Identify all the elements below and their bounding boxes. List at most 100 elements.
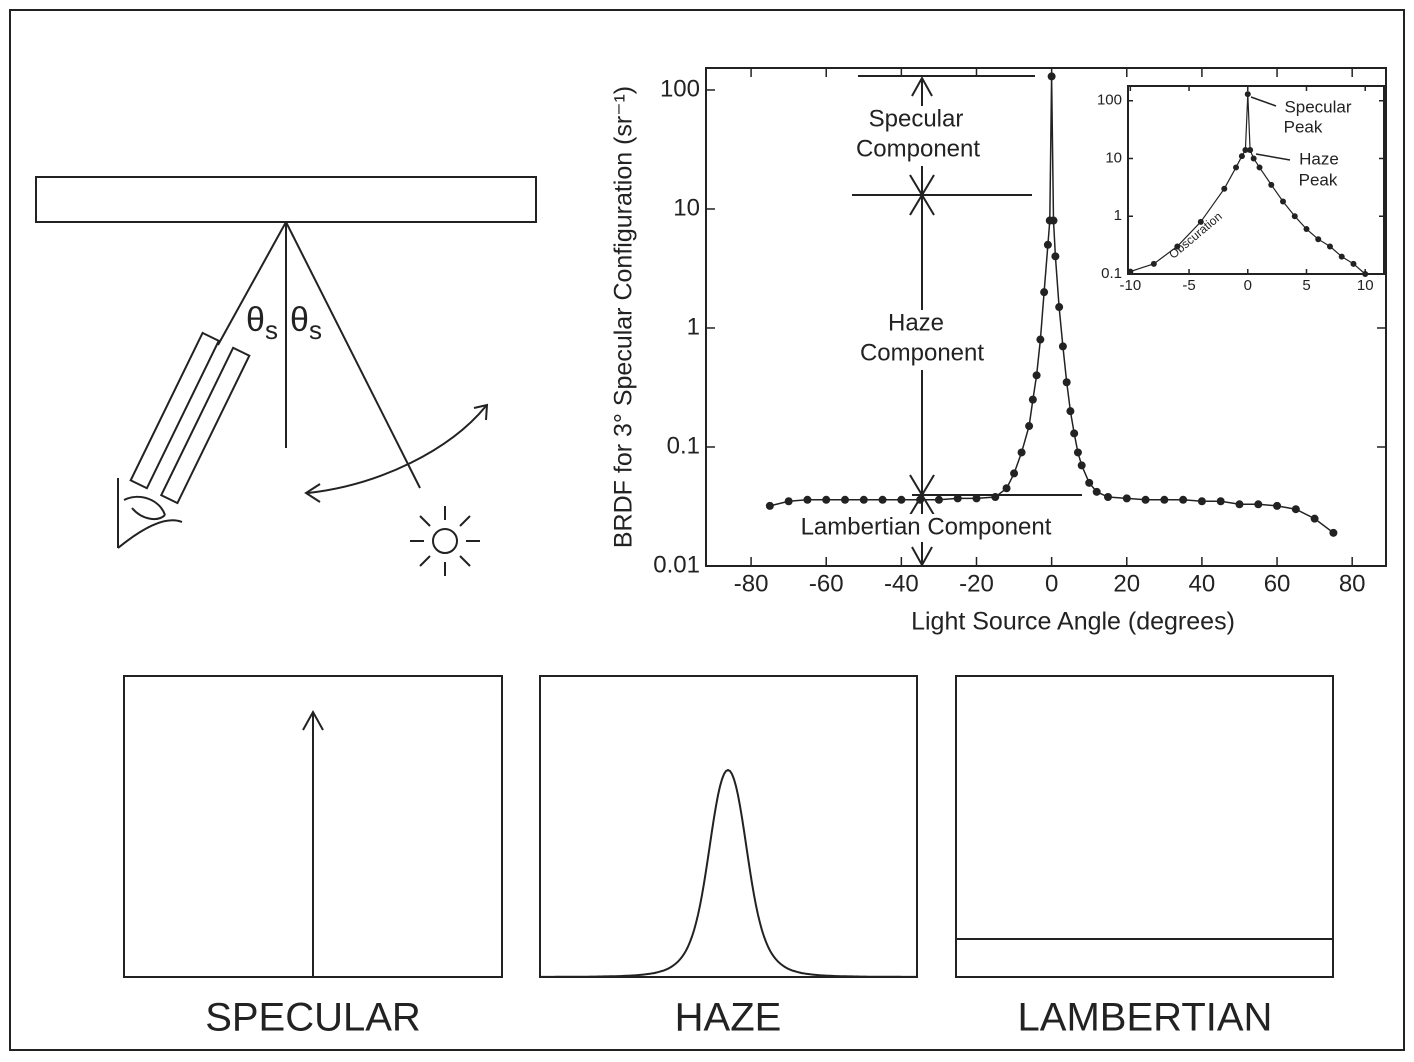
data-point: [784, 497, 793, 506]
data-point: [1160, 495, 1169, 504]
data-point: [1273, 501, 1282, 510]
x-tick-label: 5: [1302, 277, 1310, 294]
data-point: [1174, 243, 1181, 250]
angle-label: θs: [290, 301, 322, 345]
arrow-heads: [304, 403, 489, 503]
x-tick-label: -10: [1120, 277, 1142, 294]
data-point: [1250, 155, 1257, 162]
annotation: Lambertian Component: [801, 513, 1052, 540]
panel-label: HAZE: [675, 996, 782, 1040]
data-point: [1010, 469, 1019, 478]
data-point: [1244, 91, 1251, 98]
data-point: [953, 494, 962, 503]
data-point: [822, 495, 831, 504]
y-tick-label: 10: [673, 194, 700, 221]
data-point: [1238, 153, 1245, 160]
y-tick-label: 0.1: [1101, 265, 1122, 282]
data-point: [1127, 268, 1134, 275]
data-point: [1122, 494, 1131, 503]
data-point: [1017, 448, 1026, 457]
data-point: [1216, 497, 1225, 506]
arrow-heads: [909, 75, 935, 568]
panel: [955, 675, 1334, 978]
x-tick-label: 10: [1357, 277, 1374, 294]
data-point: [1310, 514, 1319, 523]
data-point: [1326, 243, 1333, 250]
y-tick-label: 1: [687, 313, 700, 340]
data-point: [1362, 271, 1369, 277]
light-source: [432, 528, 458, 554]
data-point: [934, 495, 943, 504]
data-point: [1103, 493, 1112, 502]
data-point: [1085, 478, 1094, 487]
data-point: [1338, 253, 1345, 260]
data-point: [1055, 303, 1064, 312]
sample: [35, 176, 537, 223]
data-point: [1077, 461, 1086, 470]
y-tick-label: 10: [1105, 149, 1122, 166]
panel-label: LAMBERTIAN: [1018, 996, 1273, 1040]
y-tick-label: 1: [1114, 207, 1122, 224]
y-tick-label: 0.01: [653, 551, 700, 578]
x-tick-label: -80: [734, 571, 769, 598]
data-point: [1032, 371, 1041, 380]
x-tick-label: 0: [1045, 571, 1058, 598]
data-point: [1150, 260, 1157, 267]
data-point: [1235, 500, 1244, 509]
data-point: [1051, 252, 1060, 261]
annotation: Component: [856, 135, 980, 162]
data-point: [803, 495, 812, 504]
incident-ray: [285, 221, 421, 489]
annotation: Component: [860, 339, 984, 366]
eye: [117, 478, 183, 549]
annotation: Peak: [1284, 117, 1323, 136]
data-point: [1070, 429, 1079, 438]
data-point: [897, 495, 906, 504]
data-point: [859, 495, 868, 504]
data-point: [841, 495, 850, 504]
data-point: [1350, 260, 1357, 267]
label-bg: [776, 514, 1076, 542]
x-tick-label: -5: [1182, 277, 1195, 294]
data-point: [1329, 528, 1338, 537]
annotation: Haze: [1299, 149, 1339, 168]
light-rays: [410, 506, 480, 576]
data-point: [1197, 218, 1204, 225]
annotation: Specular: [1284, 97, 1351, 116]
data-point: [1043, 240, 1052, 249]
figure-border: [9, 9, 1405, 1051]
panel-label: SPECULAR: [205, 996, 421, 1040]
annotation-pointer: [1250, 96, 1291, 161]
data-point: [1092, 487, 1101, 496]
component-annotations: Specular Component Haze Component Lamber…: [776, 75, 1082, 568]
data-point: [1291, 213, 1298, 220]
data-point: [1066, 407, 1075, 416]
data-point: [1036, 335, 1045, 344]
y-axis-label: BRDF for 3° Specular Configuration (sr⁻¹…: [610, 86, 638, 548]
data-point: [1247, 147, 1254, 154]
plot-frame: [705, 67, 1387, 567]
x-tick-label: -60: [809, 571, 844, 598]
y-tick-label: 0.1: [667, 432, 700, 459]
data-point: [1062, 378, 1071, 387]
data-point: [1179, 495, 1188, 504]
data-point: [1025, 422, 1034, 431]
y-tick-label: 100: [660, 75, 700, 102]
angle-label: θs: [246, 301, 278, 345]
data-point: [1049, 216, 1058, 225]
data-point: [1268, 181, 1275, 188]
data-point: [1256, 164, 1263, 171]
data-point: [1315, 236, 1322, 243]
detector-tube: [129, 331, 251, 505]
x-axis-label: Light Source Angle (degrees): [911, 608, 1235, 636]
data-point: [1073, 448, 1082, 457]
panel: [539, 675, 918, 978]
data-point: [1280, 198, 1287, 205]
annotation: Specular: [869, 105, 964, 132]
data-point: [765, 501, 774, 510]
view-ray: [217, 221, 287, 346]
data-point: [1254, 500, 1263, 509]
